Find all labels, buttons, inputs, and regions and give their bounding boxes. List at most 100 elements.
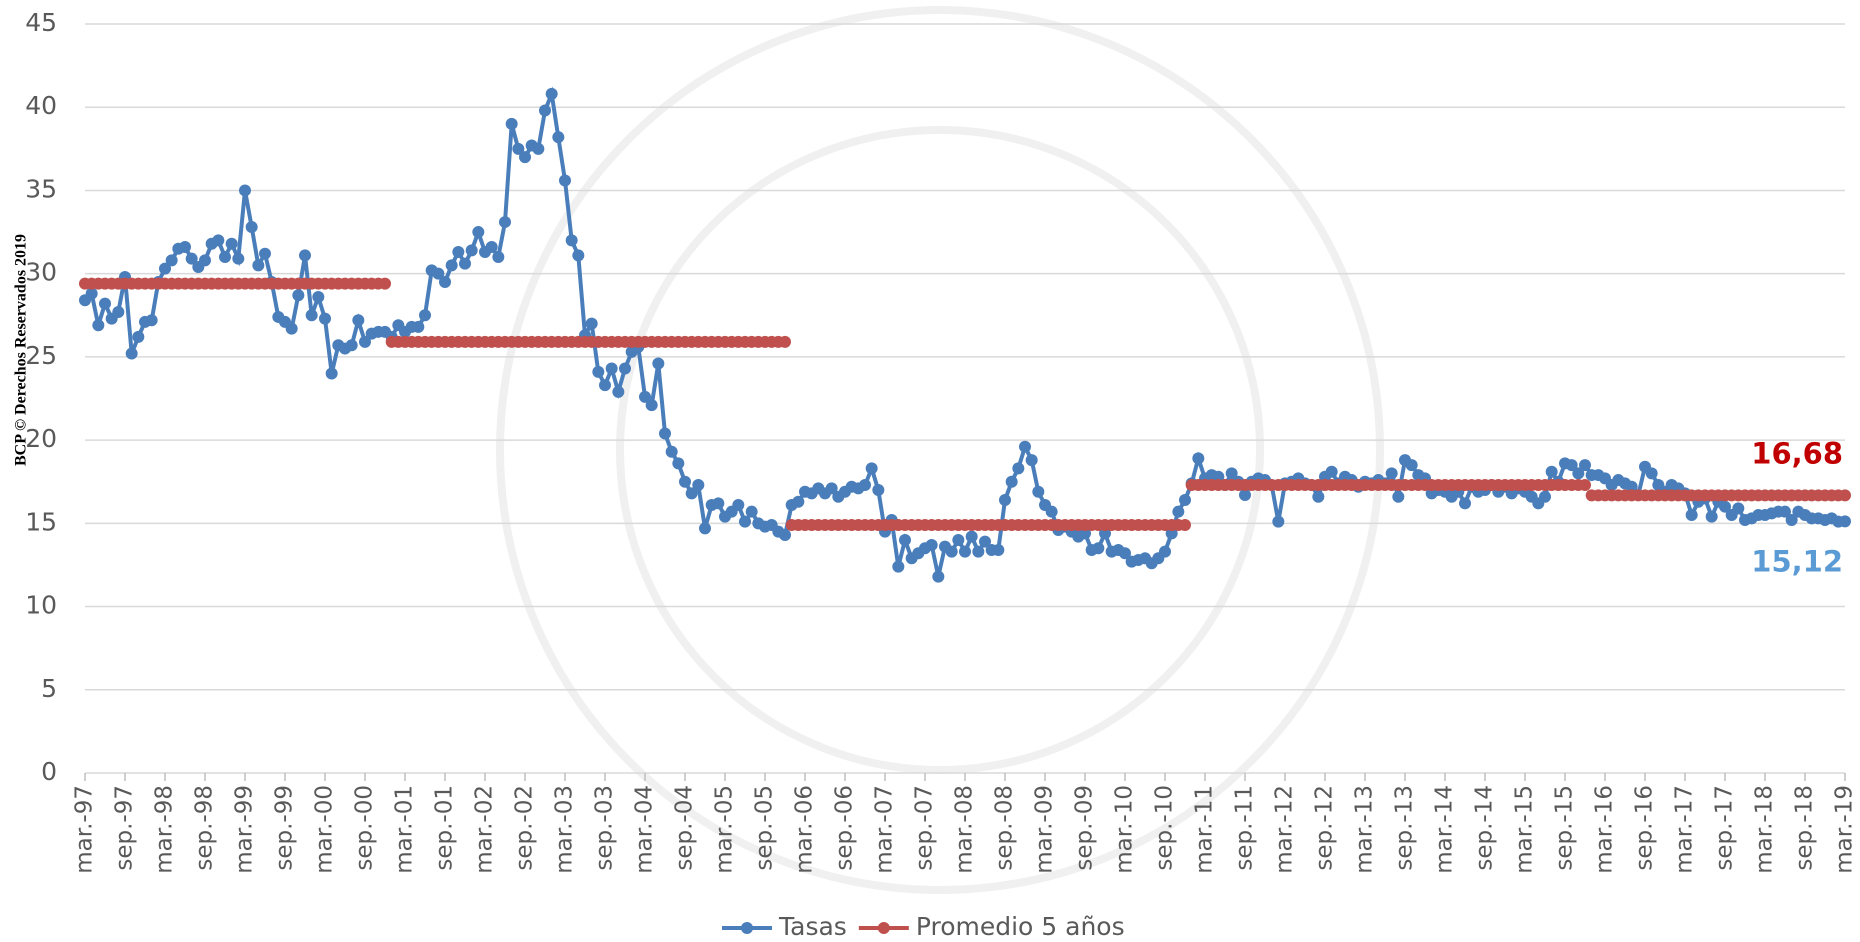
point [1405, 459, 1418, 472]
x-tick-label: mar.-05 [712, 785, 738, 874]
x-tick-label: mar.-03 [552, 785, 578, 874]
point [1012, 462, 1025, 475]
y-tick-label: 10 [25, 591, 57, 620]
point [345, 339, 358, 352]
point [452, 246, 465, 259]
series [79, 277, 1851, 531]
legend-label: Tasas [778, 912, 847, 941]
point [1312, 490, 1325, 503]
x-tick-label: sep.-14 [1472, 785, 1498, 871]
point [1539, 490, 1551, 503]
x-tick-label: mar.-15 [1512, 785, 1538, 874]
x-tick-label: mar.-12 [1272, 785, 1298, 874]
x-tick-label: sep.-04 [672, 785, 698, 871]
point [1019, 440, 1031, 453]
x-tick-label: sep.-97 [112, 785, 138, 871]
point [1272, 515, 1285, 528]
point [359, 335, 371, 348]
x-tick-label: mar.-08 [952, 785, 978, 874]
point [745, 505, 758, 518]
point [659, 427, 671, 440]
legend-marker [741, 922, 753, 934]
point [619, 362, 631, 375]
point [925, 538, 938, 551]
point [432, 267, 445, 280]
point [1839, 515, 1851, 528]
x-tick-label: sep.-01 [432, 785, 458, 871]
point [572, 249, 585, 262]
x-tick-label: sep.-99 [272, 785, 298, 871]
x-tick-label: mar.-09 [1032, 785, 1058, 874]
point [979, 535, 991, 548]
y-tick-label: 0 [41, 757, 57, 786]
point [185, 252, 198, 265]
point [945, 545, 958, 558]
point [465, 244, 478, 257]
data-label: 16,68 [1751, 436, 1843, 470]
point [959, 545, 971, 558]
background-seal [496, 6, 1384, 894]
point [85, 287, 98, 300]
point [219, 251, 231, 264]
point [1079, 527, 1091, 540]
point [419, 309, 431, 322]
point [952, 533, 965, 546]
point [739, 515, 751, 528]
legend-marker [877, 922, 890, 934]
point [125, 347, 138, 360]
point [999, 494, 1011, 507]
point [379, 277, 391, 290]
point [1005, 475, 1018, 488]
point [825, 482, 838, 495]
point [505, 117, 518, 130]
point [932, 570, 945, 583]
point [585, 317, 598, 330]
point [112, 305, 125, 318]
x-tick-label: mar.-07 [872, 785, 898, 874]
point [325, 367, 338, 380]
y-tick-label: 25 [25, 341, 57, 370]
point [1099, 527, 1111, 540]
point [1779, 505, 1791, 518]
point [679, 475, 691, 488]
point [1179, 494, 1191, 507]
point [965, 530, 978, 543]
point [1239, 489, 1251, 502]
point [319, 312, 331, 325]
point [212, 234, 225, 247]
x-tick-label: sep.-03 [592, 785, 618, 871]
x-tick-label: sep.-11 [1232, 785, 1258, 871]
y-tick-label: 45 [25, 8, 57, 37]
point [592, 365, 605, 378]
point [1025, 454, 1038, 467]
point [865, 462, 878, 475]
point [892, 560, 905, 573]
y-tick-label: 40 [25, 91, 57, 120]
point [652, 357, 665, 370]
x-tick-label: sep.-02 [512, 785, 538, 871]
point [699, 522, 711, 535]
point [445, 259, 458, 272]
point [499, 216, 511, 229]
x-tick-label: sep.-13 [1392, 785, 1418, 871]
point [1045, 505, 1058, 518]
point [1459, 497, 1471, 510]
x-tick-label: mar.-17 [1672, 785, 1698, 874]
point [539, 104, 551, 117]
point [472, 226, 485, 239]
point [685, 487, 698, 500]
x-tick-label: mar.-19 [1832, 785, 1858, 874]
point [859, 479, 871, 492]
point [792, 495, 805, 508]
point [552, 131, 565, 144]
watermark: BCP © Derechos Reservados 2019 [13, 234, 30, 466]
point [545, 87, 558, 100]
point [252, 259, 265, 272]
x-tick-label: mar.-01 [392, 785, 418, 874]
x-tick-label: mar.-99 [232, 785, 258, 874]
x-tick-label: mar.-04 [632, 785, 658, 874]
point [1572, 467, 1585, 480]
point [645, 399, 658, 412]
x-tick-label: sep.-10 [1152, 785, 1178, 871]
point [1645, 467, 1658, 480]
